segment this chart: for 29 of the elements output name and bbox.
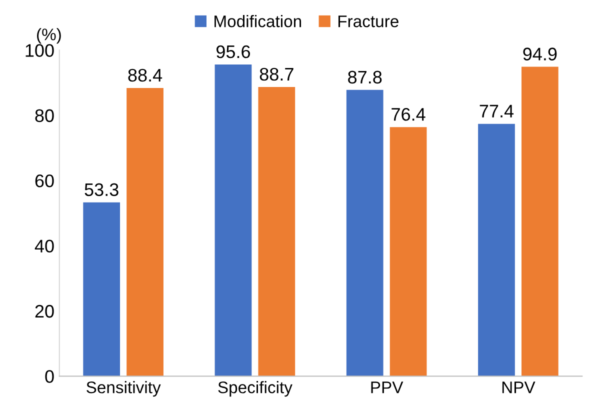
data-label: 87.8 bbox=[348, 70, 382, 84]
bar bbox=[478, 124, 515, 376]
x-tick-label: Sensitivity bbox=[86, 381, 161, 397]
data-label: 88.4 bbox=[128, 68, 162, 82]
y-tick-label: 40 bbox=[34, 240, 54, 253]
data-label: 88.7 bbox=[260, 68, 294, 81]
legend-label: Modification bbox=[214, 15, 302, 28]
bar bbox=[214, 64, 252, 376]
data-label: 53.3 bbox=[84, 183, 118, 196]
bar bbox=[346, 90, 384, 376]
bar bbox=[126, 88, 164, 376]
data-label: 77.4 bbox=[480, 104, 514, 118]
x-tick-label: Specificity bbox=[218, 381, 292, 397]
bar bbox=[83, 202, 120, 376]
y-tick-label: 0 bbox=[45, 370, 54, 383]
data-label: 76.4 bbox=[392, 108, 426, 121]
y-tick-label: 100 bbox=[26, 44, 54, 57]
bar bbox=[258, 87, 296, 376]
legend-label: Fracture bbox=[338, 16, 398, 28]
bar bbox=[522, 66, 558, 376]
data-label: 94.9 bbox=[523, 48, 557, 60]
y-axis-title: (%) bbox=[37, 28, 61, 44]
data-label: 95.6 bbox=[216, 45, 250, 58]
y-tick-label: 60 bbox=[35, 174, 54, 188]
x-tick-label: NPV bbox=[502, 382, 536, 394]
y-tick-label: 20 bbox=[35, 304, 54, 318]
bar bbox=[390, 127, 427, 376]
x-tick-label: PPV bbox=[371, 382, 404, 394]
y-tick-label: 80 bbox=[35, 109, 54, 122]
